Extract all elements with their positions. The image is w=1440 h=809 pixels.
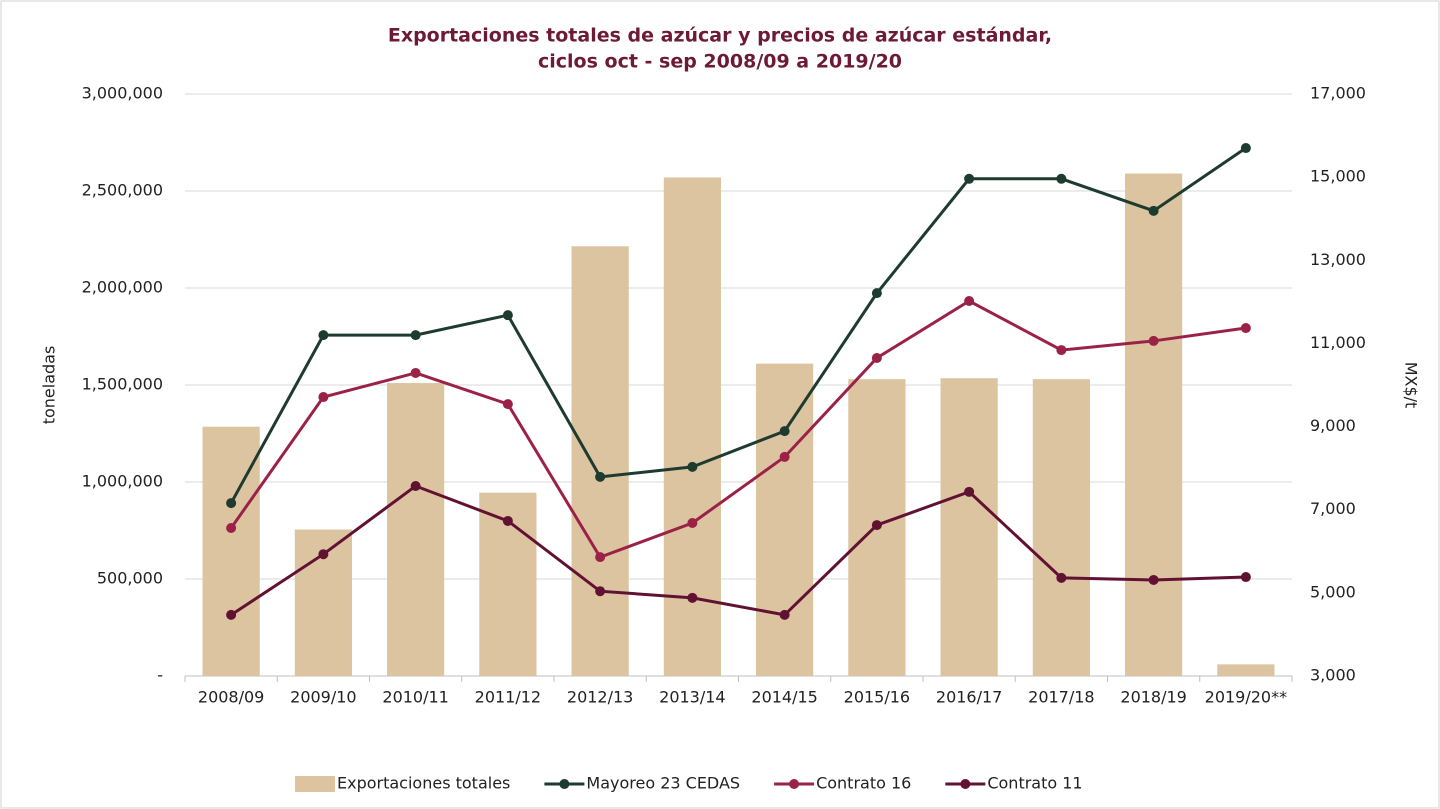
y-axis-label: toneladas [40,346,59,425]
x-tick-label: 2013/14 [659,688,725,707]
y-tick-label: - [157,666,163,685]
x-tick-label: 2015/16 [844,688,910,707]
bar [1217,664,1275,676]
point [410,330,421,341]
legend-label: Contrato 16 [816,774,911,793]
y2-tick-label: 13,000 [1310,250,1366,269]
y2-tick-label: 3,000 [1310,666,1356,685]
chart-title: Exportaciones totales de azúcar y precio… [388,25,1052,47]
y2-tick-label: 9,000 [1310,416,1356,435]
y-tick-label: 1,000,000 [82,472,163,491]
legend-swatch [789,779,800,789]
legend-label: Exportaciones totales [337,774,510,793]
point [226,609,237,620]
bar [1032,379,1090,676]
x-tick-label: 2011/12 [475,688,541,707]
line [230,484,1246,617]
bar [756,363,814,676]
x-tick-label: 2009/10 [290,688,356,707]
y2-tick-label: 15,000 [1310,167,1366,186]
x-tick-label: 2019/20** [1205,688,1287,707]
y2-tick-label: 17,000 [1310,84,1366,103]
legend-label: Mayoreo 23 CEDAS [586,774,740,793]
y2-tick-label: 7,000 [1310,499,1356,518]
point [1240,572,1251,583]
x-tick-label: 2016/17 [936,688,1002,707]
x-tick-label: 2017/18 [1028,688,1094,707]
point [779,609,790,620]
bar [387,383,445,676]
point [779,426,790,437]
chart-title: ciclos oct - sep 2008/09 a 2019/20 [538,51,902,73]
legend-swatch [295,776,335,792]
y-tick-label: 500,000 [97,569,163,588]
bar [1125,173,1183,677]
point [964,486,975,497]
y-tick-label: 2,500,000 [82,181,163,200]
point [964,296,975,307]
y-tick-label: 3,000,000 [82,84,163,103]
x-tick-label: 2014/15 [751,688,817,707]
point [410,481,421,492]
line [229,299,1247,559]
point [1056,173,1067,184]
point [1056,572,1067,583]
point [595,471,606,482]
point [1240,323,1251,334]
point [1148,205,1159,216]
point [410,367,421,378]
y-tick-label: 2,000,000 [82,278,163,297]
y-tick-label: 1,500,000 [82,375,163,394]
line [229,146,1247,504]
point [318,392,329,403]
bar [571,246,629,677]
y2-axis-label: MX$/t [1402,362,1421,409]
legend-swatch [960,779,971,789]
point [779,451,790,462]
point [502,515,513,526]
point [1148,335,1159,346]
point [964,173,975,184]
point [871,288,882,299]
x-tick-label: 2012/13 [567,688,633,707]
legend-swatch [559,779,570,789]
point [687,592,698,603]
point [1240,143,1251,154]
point [595,586,606,597]
point [1056,345,1067,356]
point [318,330,329,341]
point [226,498,237,509]
x-tick-label: 2010/11 [382,688,448,707]
point [871,352,882,363]
x-tick-label: 2008/09 [198,688,264,707]
y2-tick-label: 11,000 [1310,333,1366,352]
legend-label: Contrato 11 [987,774,1082,793]
x-tick-label: 2018/19 [1120,688,1186,707]
y2-tick-label: 5,000 [1310,582,1356,601]
point [318,549,329,560]
point [687,461,698,472]
point [226,523,237,534]
bar [940,378,998,676]
point [595,552,606,563]
point [502,310,513,321]
point [687,518,698,529]
point [1148,574,1159,585]
point [871,520,882,531]
point [502,399,513,410]
